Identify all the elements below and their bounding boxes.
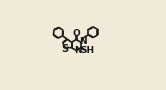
Text: N: N xyxy=(74,46,82,55)
Text: S: S xyxy=(61,44,68,54)
Text: SH: SH xyxy=(80,46,94,55)
Text: N: N xyxy=(79,37,86,46)
Text: O: O xyxy=(73,29,80,38)
